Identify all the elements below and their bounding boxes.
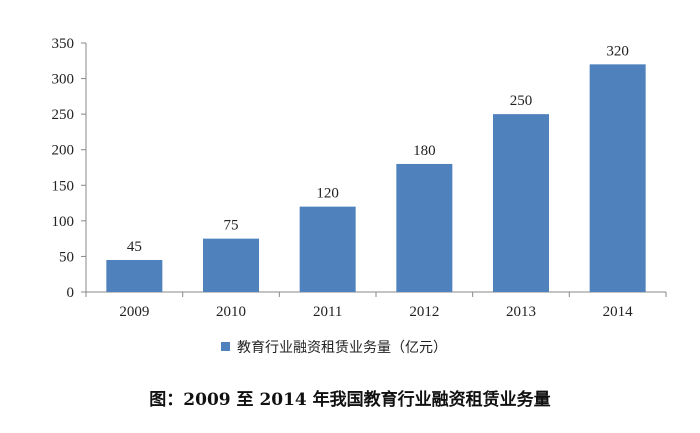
x-tick-label-2010: 2010 bbox=[216, 304, 246, 320]
bar-2010 bbox=[203, 238, 259, 292]
y-tick-label: 50 bbox=[59, 249, 74, 265]
y-tick-label: 0 bbox=[67, 285, 75, 301]
x-axis: 2009 2010 2011 2012 2013 2014 bbox=[85, 291, 667, 320]
y-tick-label: 150 bbox=[52, 178, 75, 194]
y-axis: 0 50 100 150 200 250 300 350 bbox=[52, 36, 87, 301]
y-tick-label: 100 bbox=[52, 214, 75, 230]
data-label-2009: 45 bbox=[127, 239, 142, 255]
x-tick-label-2014: 2014 bbox=[603, 304, 634, 320]
x-tick-label-2012: 2012 bbox=[409, 304, 439, 320]
bar-2012 bbox=[396, 163, 453, 292]
data-label-2014: 320 bbox=[606, 43, 629, 59]
y-tick-label: 350 bbox=[52, 36, 75, 52]
y-tick-label: 200 bbox=[52, 143, 75, 159]
data-label-2010: 75 bbox=[224, 218, 239, 234]
y-tick-label: 250 bbox=[52, 107, 75, 123]
data-label-2011: 120 bbox=[316, 186, 339, 202]
bar-2014 bbox=[589, 64, 646, 292]
bar-2013 bbox=[493, 114, 549, 293]
legend: 教育行业融资租赁业务量（亿元） bbox=[221, 340, 447, 356]
x-tick-label-2009: 2009 bbox=[119, 304, 149, 320]
data-label-2012: 180 bbox=[413, 143, 436, 159]
x-tick-label-2013: 2013 bbox=[506, 304, 536, 320]
bar-2009 bbox=[106, 259, 163, 292]
x-tick-label-2011: 2011 bbox=[313, 304, 342, 320]
y-tick-label: 300 bbox=[52, 72, 75, 88]
data-label-2013: 250 bbox=[510, 93, 533, 109]
figure-caption: 图：2009 至 2014 年我国教育行业融资租赁业务量 bbox=[149, 390, 551, 410]
legend-swatch bbox=[221, 342, 230, 351]
bars: 45 75 120 180 250 320 bbox=[106, 43, 646, 293]
bar-2011 bbox=[299, 206, 356, 292]
legend-label: 教育行业融资租赁业务量（亿元） bbox=[237, 340, 447, 356]
